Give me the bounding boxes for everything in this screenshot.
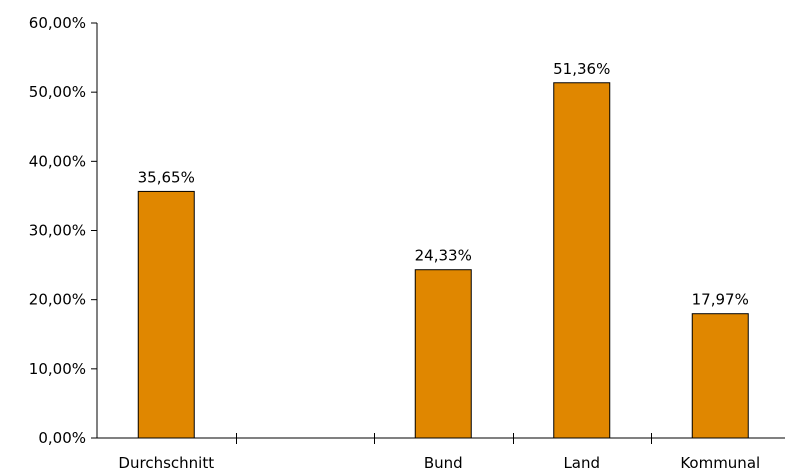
bar-durchschnitt — [137, 190, 195, 439]
data-label-bund: 24,33% — [415, 247, 472, 265]
data-label-land: 51,36% — [553, 60, 610, 78]
y-tick-label: 50,00% — [29, 83, 86, 101]
y-tick-label: 60,00% — [29, 14, 86, 32]
category-label-bund: Bund — [424, 454, 463, 472]
bar-kommunal — [691, 313, 749, 439]
data-label-kommunal: 17,97% — [692, 291, 749, 309]
bar-bund — [414, 269, 472, 439]
y-tick-label: 0,00% — [38, 429, 86, 447]
y-tick-label: 10,00% — [29, 360, 86, 378]
category-label-kommunal: Kommunal — [680, 454, 760, 472]
y-tick-label: 20,00% — [29, 291, 86, 309]
category-labels: Durchschnitt Bund Land Kommunal — [118, 454, 760, 472]
y-tick-label: 40,00% — [29, 152, 86, 170]
bar-land — [553, 82, 611, 439]
data-label-durchschnitt: 35,65% — [138, 168, 195, 186]
data-labels: 35,65% 24,33% 51,36% 17,97% — [138, 60, 749, 309]
category-label-durchschnitt: Durchschnitt — [118, 454, 214, 472]
y-tick-label: 30,00% — [29, 222, 86, 240]
bars — [137, 82, 749, 439]
y-axis: 0,00% 10,00% 20,00% 30,00% 40,00% 50,00% 60,00… — [29, 14, 98, 447]
category-label-land: Land — [563, 454, 600, 472]
